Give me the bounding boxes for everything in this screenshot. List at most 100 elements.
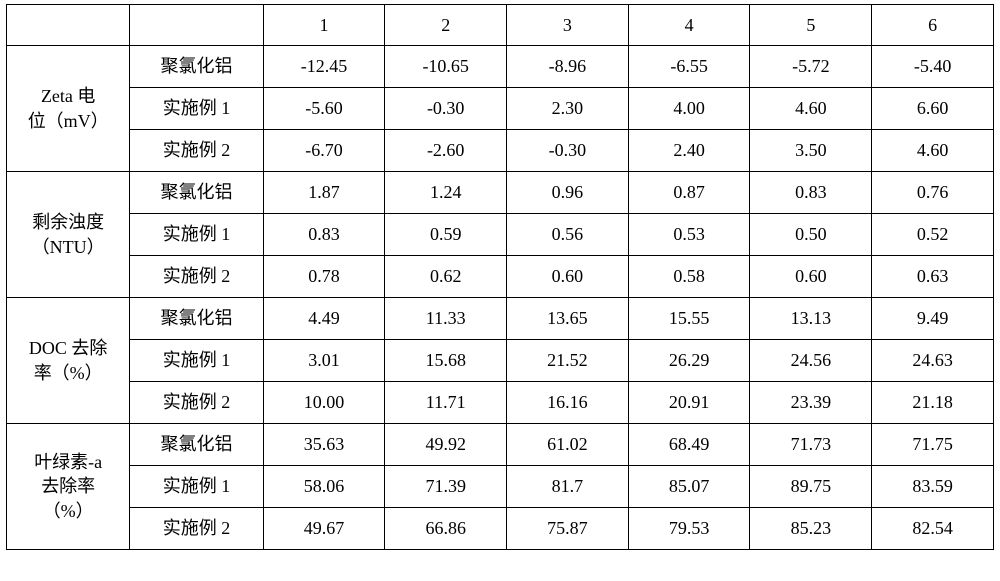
cell: 24.63 [872, 340, 994, 382]
cell: -8.96 [507, 46, 629, 88]
table-row: DOC 去除 率（%） 聚氯化铝 4.49 11.33 13.65 15.55 … [7, 298, 994, 340]
cell: 83.59 [872, 466, 994, 508]
table-header-row: 1 2 3 4 5 6 [7, 5, 994, 46]
cell: 4.00 [628, 88, 750, 130]
header-blank-1 [130, 5, 263, 46]
cell: 0.56 [507, 214, 629, 256]
cell: 11.71 [385, 382, 507, 424]
row-group-line: 位（mV） [11, 109, 125, 133]
cell: 85.23 [750, 508, 872, 550]
cell: 0.60 [750, 256, 872, 298]
cell: 20.91 [628, 382, 750, 424]
table-row: 实施例 2 49.67 66.86 75.87 79.53 85.23 82.5… [7, 508, 994, 550]
cell: 0.50 [750, 214, 872, 256]
cell: 6.60 [872, 88, 994, 130]
cell: 0.53 [628, 214, 750, 256]
col-header: 2 [385, 5, 507, 46]
cell: 4.49 [263, 298, 385, 340]
cell: 49.67 [263, 508, 385, 550]
cell: 0.96 [507, 172, 629, 214]
cell: 0.60 [507, 256, 629, 298]
cell: 3.50 [750, 130, 872, 172]
cell: 71.73 [750, 424, 872, 466]
row-group-header-doc: DOC 去除 率（%） [7, 298, 130, 424]
cell: 2.40 [628, 130, 750, 172]
table-row: 叶绿素-a 去除率 （%） 聚氯化铝 35.63 49.92 61.02 68.… [7, 424, 994, 466]
cell: 61.02 [507, 424, 629, 466]
cell: 0.83 [263, 214, 385, 256]
row-group-line: 叶绿素-a [11, 450, 125, 474]
cell: 0.52 [872, 214, 994, 256]
row-sub-header: 聚氯化铝 [130, 424, 263, 466]
cell: -10.65 [385, 46, 507, 88]
cell: 11.33 [385, 298, 507, 340]
cell: 16.16 [507, 382, 629, 424]
row-sub-header: 实施例 1 [130, 214, 263, 256]
cell: 0.83 [750, 172, 872, 214]
table-row: 实施例 1 0.83 0.59 0.56 0.53 0.50 0.52 [7, 214, 994, 256]
cell: 2.30 [507, 88, 629, 130]
cell: 21.52 [507, 340, 629, 382]
row-group-header-turbidity: 剩余浊度 （NTU） [7, 172, 130, 298]
cell: 1.87 [263, 172, 385, 214]
cell: -12.45 [263, 46, 385, 88]
cell: 35.63 [263, 424, 385, 466]
cell: -5.72 [750, 46, 872, 88]
cell: 13.65 [507, 298, 629, 340]
row-group-line: 剩余浊度 [11, 210, 125, 234]
cell: 68.49 [628, 424, 750, 466]
row-group-line: Zeta 电 [11, 84, 125, 108]
cell: 82.54 [872, 508, 994, 550]
col-header: 3 [507, 5, 629, 46]
cell: 4.60 [872, 130, 994, 172]
table-row: 实施例 1 -5.60 -0.30 2.30 4.00 4.60 6.60 [7, 88, 994, 130]
col-header: 6 [872, 5, 994, 46]
cell: 0.62 [385, 256, 507, 298]
row-group-line: 率（%） [11, 361, 125, 385]
table-row: 实施例 1 58.06 71.39 81.7 85.07 89.75 83.59 [7, 466, 994, 508]
cell: 13.13 [750, 298, 872, 340]
cell: 10.00 [263, 382, 385, 424]
cell: 0.87 [628, 172, 750, 214]
row-group-line: DOC 去除 [11, 336, 125, 360]
row-sub-header: 聚氯化铝 [130, 298, 263, 340]
cell: 0.58 [628, 256, 750, 298]
cell: 0.76 [872, 172, 994, 214]
cell: -6.55 [628, 46, 750, 88]
row-sub-header: 实施例 1 [130, 466, 263, 508]
cell: 24.56 [750, 340, 872, 382]
cell: -5.60 [263, 88, 385, 130]
cell: 1.24 [385, 172, 507, 214]
cell: -0.30 [507, 130, 629, 172]
cell: 81.7 [507, 466, 629, 508]
cell: 0.78 [263, 256, 385, 298]
row-group-line: 去除率 [11, 474, 125, 498]
col-header: 1 [263, 5, 385, 46]
cell: 85.07 [628, 466, 750, 508]
cell: 71.75 [872, 424, 994, 466]
row-sub-header: 聚氯化铝 [130, 172, 263, 214]
row-sub-header: 聚氯化铝 [130, 46, 263, 88]
cell: -2.60 [385, 130, 507, 172]
cell: -6.70 [263, 130, 385, 172]
header-blank-0 [7, 5, 130, 46]
data-table: 1 2 3 4 5 6 Zeta 电 位（mV） 聚氯化铝 -12.45 -10… [6, 4, 994, 550]
cell: 71.39 [385, 466, 507, 508]
cell: 21.18 [872, 382, 994, 424]
cell: 15.55 [628, 298, 750, 340]
row-sub-header: 实施例 2 [130, 508, 263, 550]
row-sub-header: 实施例 2 [130, 256, 263, 298]
row-group-header-chlorophyll: 叶绿素-a 去除率 （%） [7, 424, 130, 550]
row-sub-header: 实施例 2 [130, 130, 263, 172]
table-row: 剩余浊度 （NTU） 聚氯化铝 1.87 1.24 0.96 0.87 0.83… [7, 172, 994, 214]
row-sub-header: 实施例 2 [130, 382, 263, 424]
table-row: 实施例 1 3.01 15.68 21.52 26.29 24.56 24.63 [7, 340, 994, 382]
table-row: 实施例 2 -6.70 -2.60 -0.30 2.40 3.50 4.60 [7, 130, 994, 172]
col-header: 5 [750, 5, 872, 46]
cell: 75.87 [507, 508, 629, 550]
cell: 66.86 [385, 508, 507, 550]
cell: 15.68 [385, 340, 507, 382]
cell: 0.63 [872, 256, 994, 298]
cell: 79.53 [628, 508, 750, 550]
cell: -5.40 [872, 46, 994, 88]
